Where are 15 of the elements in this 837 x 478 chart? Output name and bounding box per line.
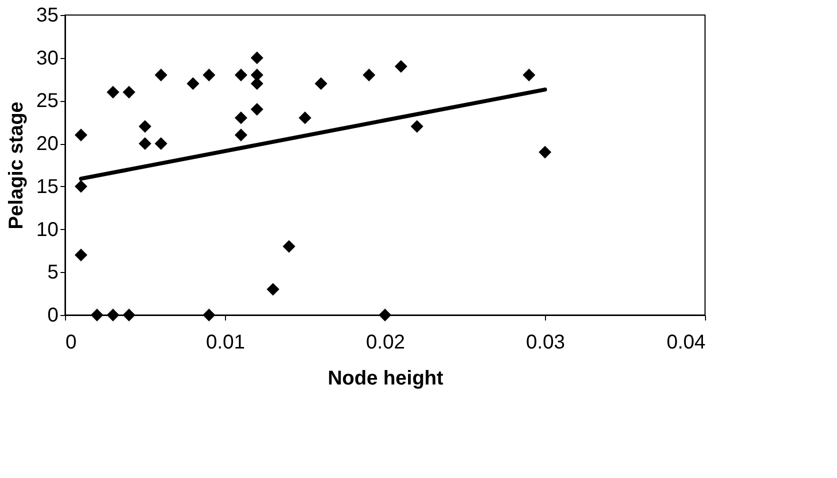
y-tick-label: 5 (47, 262, 58, 284)
x-tick-label: 0.04 (666, 332, 706, 354)
x-axis-title: Node height (328, 368, 444, 390)
y-tick-label: 25 (36, 90, 58, 112)
x-tick-label: 0.03 (526, 332, 565, 354)
x-tick-label: 0.01 (206, 332, 245, 354)
y-axis-title: Pelagic stage (5, 102, 28, 230)
y-tick-label: 10 (36, 218, 58, 241)
x-tick-label: 0.02 (366, 332, 405, 354)
y-tick-label: 0 (47, 304, 58, 326)
y-tick-label: 20 (36, 133, 58, 156)
x-tick-label: 0 (66, 332, 77, 354)
y-tick-label: 15 (36, 176, 58, 198)
y-tick-label: 35 (36, 4, 58, 26)
y-tick-label: 30 (36, 47, 58, 70)
